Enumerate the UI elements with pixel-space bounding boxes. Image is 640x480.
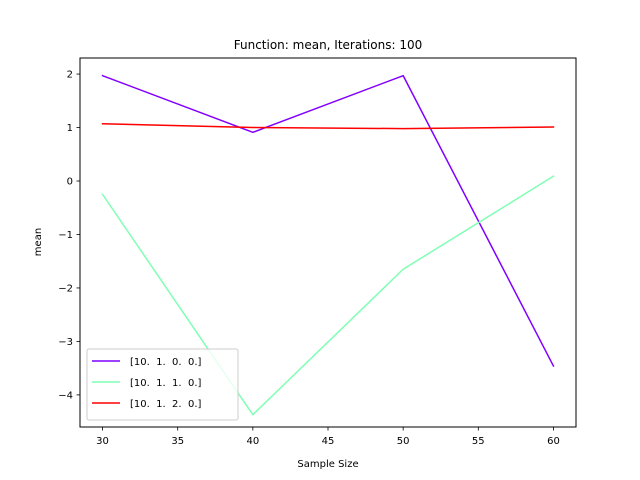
y-tick-label: −3	[58, 337, 73, 348]
y-tick-label: −4	[58, 390, 73, 401]
x-tick-label: 60	[547, 436, 560, 447]
series-line-2	[101, 123, 555, 130]
legend-label-2: [10. 1. 2. 0.]	[130, 399, 202, 410]
y-tick-label: 2	[67, 70, 73, 81]
x-axis-label: Sample Size	[297, 459, 358, 470]
series-line-0	[101, 74, 555, 368]
x-tick-label: 40	[246, 436, 259, 447]
legend-label-0: [10. 1. 0. 0.]	[130, 357, 202, 368]
y-tick-label: −2	[58, 283, 73, 294]
y-tick-label: −1	[58, 230, 73, 241]
legend: [10. 1. 0. 0.] [10. 1. 1. 0.] [10. 1. 2. 0…	[86, 348, 239, 421]
x-tick-label: 35	[171, 436, 184, 447]
legend-label-1: [10. 1. 1. 0.]	[130, 378, 202, 389]
x-tick-label: 55	[472, 436, 485, 447]
chart-title: Function: mean, Iterations: 100	[234, 38, 422, 52]
y-axis-label: mean	[33, 228, 44, 256]
series-line-1	[101, 175, 555, 416]
x-tick-label: 50	[397, 436, 410, 447]
y-tick-label: 1	[67, 123, 73, 134]
x-axis-ticks: 30 35 40 45 50 55 60	[96, 427, 560, 447]
y-axis-ticks: −4 −3 −2 −1 0 1 2	[58, 70, 80, 401]
series-layer	[101, 74, 555, 416]
x-tick-label: 45	[322, 436, 335, 447]
x-tick-label: 30	[96, 436, 109, 447]
y-tick-label: 0	[67, 177, 73, 188]
legend-box	[86, 348, 239, 421]
